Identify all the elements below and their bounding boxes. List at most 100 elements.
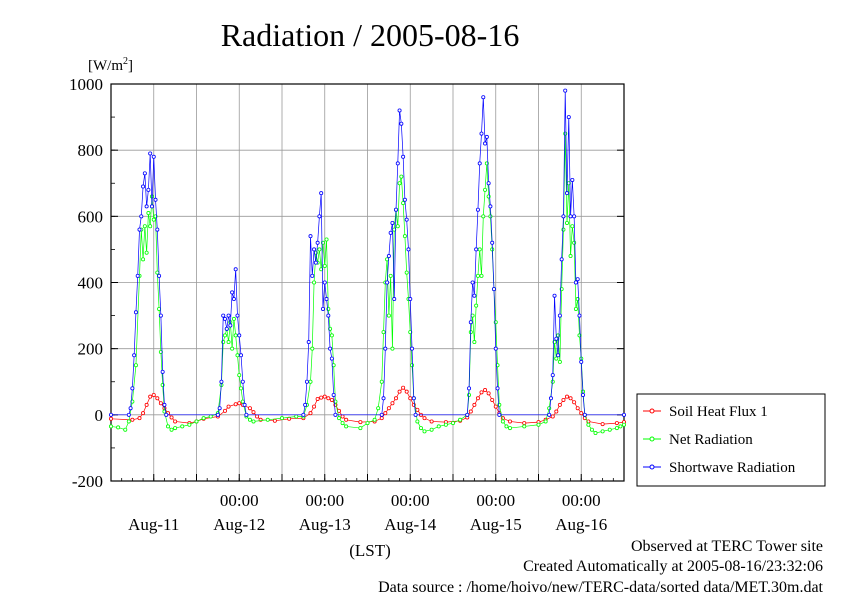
data-point — [336, 416, 341, 421]
x-day-label: Aug-12 — [213, 515, 265, 534]
data-point — [317, 247, 322, 252]
data-point — [162, 402, 167, 407]
x-day-label: Aug-16 — [555, 515, 607, 534]
data-point — [386, 406, 391, 411]
data-point — [552, 293, 557, 298]
data-point — [169, 427, 174, 432]
data-point — [418, 426, 423, 431]
data-point — [279, 416, 284, 421]
data-point — [548, 396, 553, 401]
data-point — [306, 340, 311, 345]
data-point — [141, 184, 146, 189]
data-point — [322, 394, 327, 399]
data-point — [397, 108, 402, 113]
data-point — [381, 330, 386, 335]
data-point — [376, 406, 381, 411]
data-point — [319, 395, 324, 400]
data-point — [109, 424, 114, 429]
data-point — [222, 316, 227, 321]
legend-box — [636, 393, 826, 487]
data-point — [507, 419, 512, 424]
data-point — [230, 346, 235, 351]
data-point — [607, 427, 612, 432]
data-point — [319, 267, 324, 272]
data-point — [411, 396, 416, 401]
data-point — [490, 240, 495, 245]
data-point — [155, 270, 160, 275]
data-point — [393, 396, 398, 401]
data-point — [222, 333, 227, 338]
data-point — [550, 373, 555, 378]
data-point — [468, 320, 473, 325]
data-point — [404, 270, 409, 275]
data-point — [390, 346, 395, 351]
data-point — [406, 247, 411, 252]
data-point — [329, 333, 334, 338]
data-point — [582, 412, 587, 417]
data-point — [491, 287, 496, 292]
data-point — [133, 363, 138, 368]
data-point — [472, 293, 477, 298]
data-point — [467, 392, 472, 397]
y-tick-label: 400 — [78, 274, 104, 293]
data-point — [484, 134, 489, 139]
legend-swatch-marker — [649, 436, 655, 442]
data-point — [158, 313, 163, 318]
data-point — [173, 426, 178, 431]
data-point — [247, 417, 252, 422]
data-point — [579, 359, 584, 364]
data-point — [160, 369, 165, 374]
data-point — [475, 396, 480, 401]
data-point — [133, 310, 138, 315]
data-point — [395, 224, 400, 229]
data-point — [221, 313, 226, 318]
data-point — [315, 240, 320, 245]
data-point — [126, 412, 131, 417]
data-point — [415, 419, 420, 424]
y-tick-label: 0 — [95, 406, 104, 425]
data-point — [443, 422, 448, 427]
data-point — [390, 220, 395, 225]
data-point — [429, 419, 434, 424]
chart-title: Radiation / 2005-08-16 — [221, 17, 520, 53]
y-tick-label: 600 — [78, 207, 104, 226]
data-point — [226, 313, 231, 318]
data-point — [226, 340, 231, 345]
data-point — [388, 273, 393, 278]
data-point — [568, 396, 573, 401]
data-point — [401, 385, 406, 390]
data-point — [392, 297, 397, 302]
data-point — [557, 402, 562, 407]
data-point — [233, 267, 238, 272]
data-point — [572, 240, 577, 245]
data-point — [495, 386, 500, 391]
data-point — [251, 419, 256, 424]
data-point — [130, 417, 135, 422]
legend-label: Shortwave Radiation — [669, 460, 796, 476]
data-point — [233, 402, 238, 407]
data-point — [470, 280, 475, 285]
data-point — [329, 397, 334, 402]
data-point — [563, 131, 568, 136]
data-point — [217, 406, 222, 411]
x-day-label: Aug-11 — [128, 515, 179, 534]
data-point — [151, 392, 156, 397]
data-point — [390, 401, 395, 406]
data-point — [568, 214, 573, 219]
data-point — [402, 234, 407, 239]
data-point — [386, 313, 391, 318]
legend: Soil Heat Flux 1 Net Radiation Shortwave R… — [636, 393, 826, 487]
data-point — [165, 424, 170, 429]
data-point — [397, 389, 402, 394]
data-point — [536, 422, 541, 427]
data-point — [308, 379, 313, 384]
data-point — [568, 254, 573, 259]
data-point — [137, 227, 142, 232]
data-point — [228, 323, 233, 328]
data-point — [142, 224, 147, 229]
data-point — [247, 406, 252, 411]
data-point — [614, 421, 619, 426]
data-point — [479, 131, 484, 136]
data-point — [155, 227, 160, 232]
